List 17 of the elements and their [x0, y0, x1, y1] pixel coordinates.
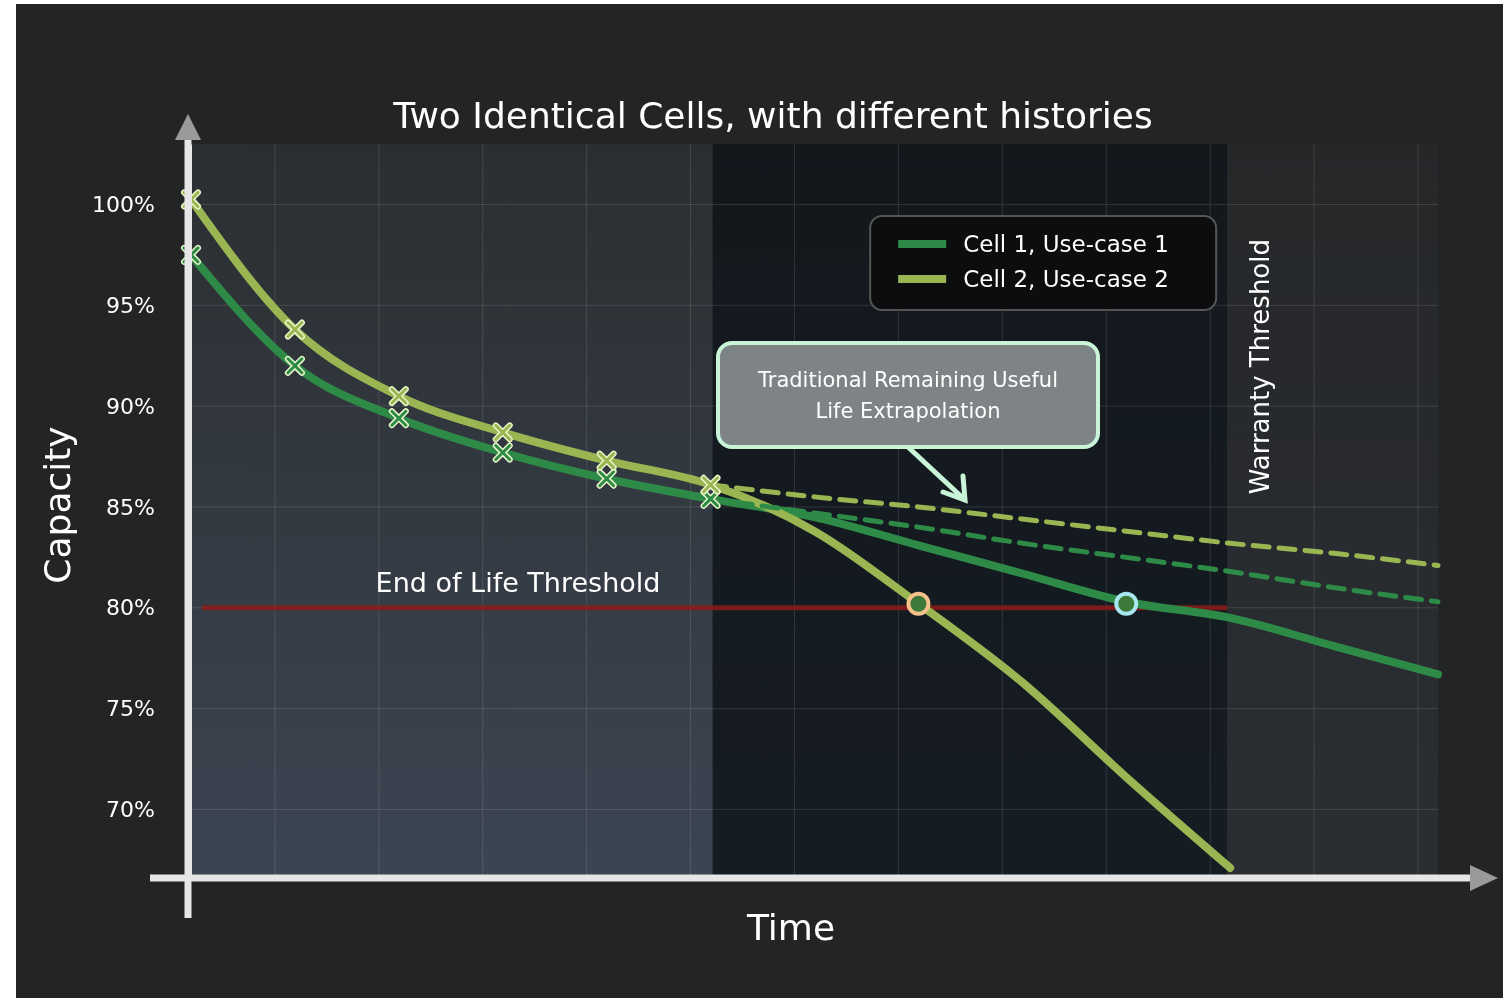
annotation: Warranty Threshold: [1245, 239, 1276, 495]
y-tick-label: 70%: [106, 796, 155, 822]
annotation: Traditional Remaining Useful Life Extrapolation: [757, 367, 1058, 423]
y-tick-label: 90%: [106, 393, 155, 419]
y-tick-label: 80%: [106, 595, 155, 621]
x-axis-title: Time: [745, 907, 836, 948]
point: [906, 591, 931, 616]
ref-line-label: End of Life Threshold: [375, 566, 661, 598]
y-tick-label: 95%: [106, 292, 155, 318]
y-tick-label: 85%: [106, 494, 155, 520]
legend-label: Cell 2, Use-case 2: [963, 266, 1169, 293]
y-tick-label: 75%: [106, 696, 155, 722]
point: [1114, 591, 1139, 616]
y-axis-title: Capacity: [37, 426, 78, 584]
y-tick-label: 100%: [92, 192, 155, 218]
legend-label: Cell 1, Use-case 1: [963, 231, 1169, 258]
chart-title: Two Identical Cells, with different histories: [392, 95, 1153, 136]
